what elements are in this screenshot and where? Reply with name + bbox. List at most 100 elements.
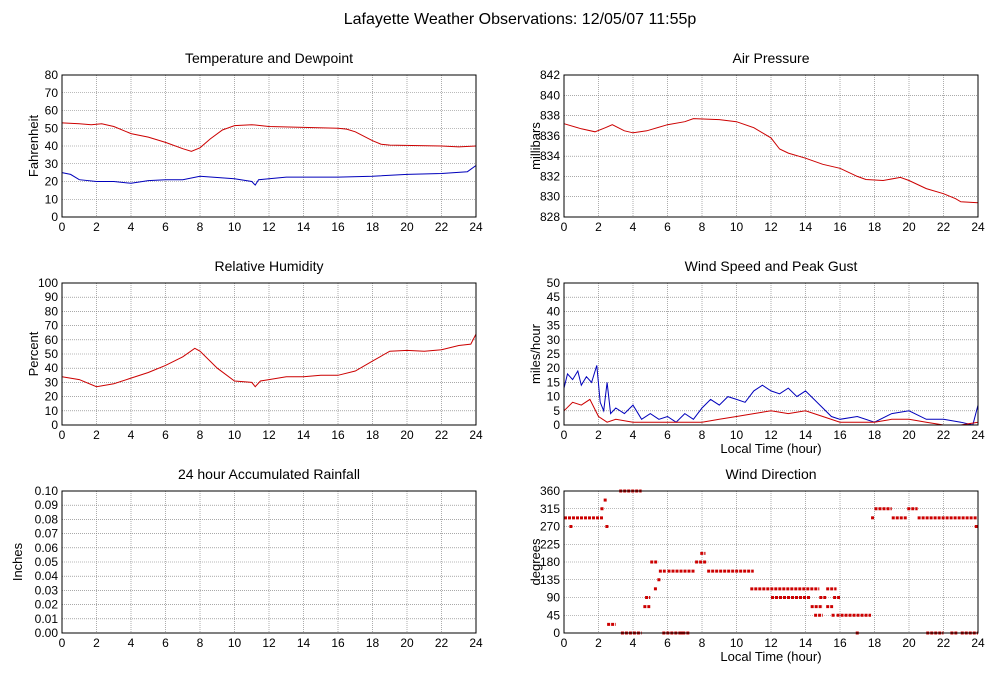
pressure-xtick-label: 18 [868, 220, 882, 234]
rain-ytick-label: 0.02 [35, 598, 59, 612]
humidity-xtick-label: 0 [59, 428, 66, 442]
humidity-ytick-label: 10 [45, 404, 59, 418]
pressure-title: Air Pressure [732, 50, 809, 66]
direction-xtick-label: 4 [630, 636, 637, 650]
rain-xtick-label: 18 [366, 636, 380, 650]
rain-xtick-label: 16 [331, 636, 345, 650]
pressure-ytick-label: 834 [540, 149, 560, 163]
rain-ytick-label: 0.04 [35, 569, 59, 583]
direction-ytick-label: 180 [540, 555, 560, 569]
wind-ytick-label: 25 [547, 347, 561, 361]
rain-ytick-label: 0.03 [35, 583, 59, 597]
rain-xtick-label: 6 [162, 636, 169, 650]
temp-xtick-label: 14 [297, 220, 311, 234]
humidity-ytick-label: 30 [45, 375, 59, 389]
wind-ytick-label: 30 [547, 333, 561, 347]
direction-point [657, 578, 661, 582]
temp-xtick-label: 20 [400, 220, 414, 234]
temp-ytick-label: 20 [45, 175, 59, 189]
wind-series-red-line [563, 398, 979, 426]
temp-ytick-label: 40 [45, 139, 59, 153]
rain-xtick-label: 2 [93, 636, 100, 650]
pressure-xtick-label: 4 [630, 220, 637, 234]
wind-ytick-label: 35 [547, 319, 561, 333]
rain-xtick-label: 24 [469, 636, 483, 650]
wind-xtick-label: 18 [868, 428, 882, 442]
main-title: Lafayette Weather Observations: 12/05/07… [344, 11, 697, 28]
direction-point [831, 613, 835, 617]
rain-xtick-label: 12 [262, 636, 276, 650]
temp-xtick-label: 22 [435, 220, 449, 234]
temp-xtick-label: 18 [366, 220, 380, 234]
temp-ytick-label: 0 [51, 210, 58, 224]
humidity-xtick-label: 12 [262, 428, 276, 442]
direction-point [974, 525, 978, 528]
temp-xtick-label: 12 [262, 220, 276, 234]
direction-ytick-label: 0 [553, 626, 560, 640]
direction-point [600, 507, 604, 511]
pressure-ytick-label: 830 [540, 190, 560, 204]
temp-ylabel: Fahrenheit [26, 115, 41, 178]
wind-ytick-label: 5 [553, 404, 560, 418]
rain-ytick-label: 0.00 [35, 626, 59, 640]
wind-series-blue-line [563, 365, 979, 426]
humidity-xtick-label: 4 [128, 428, 135, 442]
rain-ytick-label: 0.08 [35, 512, 59, 526]
rain-ytick-label: 0.06 [35, 541, 59, 555]
direction-xtick-label: 6 [664, 636, 671, 650]
pressure-ytick-label: 836 [540, 129, 560, 143]
pressure-series-red-line [563, 118, 979, 204]
humidity-xtick-label: 6 [162, 428, 169, 442]
wind-xtick-label: 24 [971, 428, 985, 442]
rain-xtick-label: 22 [435, 636, 449, 650]
humidity-xtick-label: 18 [366, 428, 380, 442]
pressure-xtick-label: 22 [937, 220, 951, 234]
rain-title: 24 hour Accumulated Rainfall [178, 466, 360, 482]
direction-ytick-label: 225 [540, 537, 560, 551]
wind-xtick-label: 8 [699, 428, 706, 442]
humidity-title: Relative Humidity [215, 258, 324, 274]
temp-xtick-label: 6 [162, 220, 169, 234]
direction-frame [563, 490, 979, 634]
direction-xtick-label: 14 [799, 636, 813, 650]
temp-ytick-label: 30 [45, 157, 59, 171]
humidity-xtick-label: 8 [197, 428, 204, 442]
wind-ytick-label: 10 [547, 390, 561, 404]
rain-xtick-label: 20 [400, 636, 414, 650]
pressure-ytick-label: 828 [540, 210, 560, 224]
wind-title: Wind Speed and Peak Gust [685, 258, 858, 274]
humidity-ytick-label: 60 [45, 333, 59, 347]
pressure-frame [563, 74, 979, 218]
humidity-ylabel: Percent [26, 331, 41, 376]
pressure-xtick-label: 24 [971, 220, 985, 234]
direction-xlabel: Local Time (hour) [720, 649, 821, 664]
rain-ylabel: Inches [10, 542, 25, 581]
wind-xtick-label: 12 [764, 428, 778, 442]
wind-xtick-label: 6 [664, 428, 671, 442]
pressure-xtick-label: 8 [699, 220, 706, 234]
humidity-ytick-label: 40 [45, 361, 59, 375]
rain-ytick-label: 0.09 [35, 498, 59, 512]
wind-xtick-label: 10 [730, 428, 744, 442]
humidity-xtick-label: 20 [400, 428, 414, 442]
pressure-ytick-label: 838 [540, 109, 560, 123]
humidity-ytick-label: 80 [45, 304, 59, 318]
humidity-ytick-label: 90 [45, 290, 59, 304]
pressure-xtick-label: 16 [833, 220, 847, 234]
direction-xtick-label: 18 [868, 636, 882, 650]
rain-ytick-label: 0.10 [35, 484, 59, 498]
temp-xtick-label: 24 [469, 220, 483, 234]
wind-ytick-label: 45 [547, 290, 561, 304]
wind-xtick-label: 22 [937, 428, 951, 442]
wind-frame [563, 282, 979, 426]
rain-xtick-label: 0 [59, 636, 66, 650]
humidity-xtick-label: 2 [93, 428, 100, 442]
temp-xtick-label: 8 [197, 220, 204, 234]
